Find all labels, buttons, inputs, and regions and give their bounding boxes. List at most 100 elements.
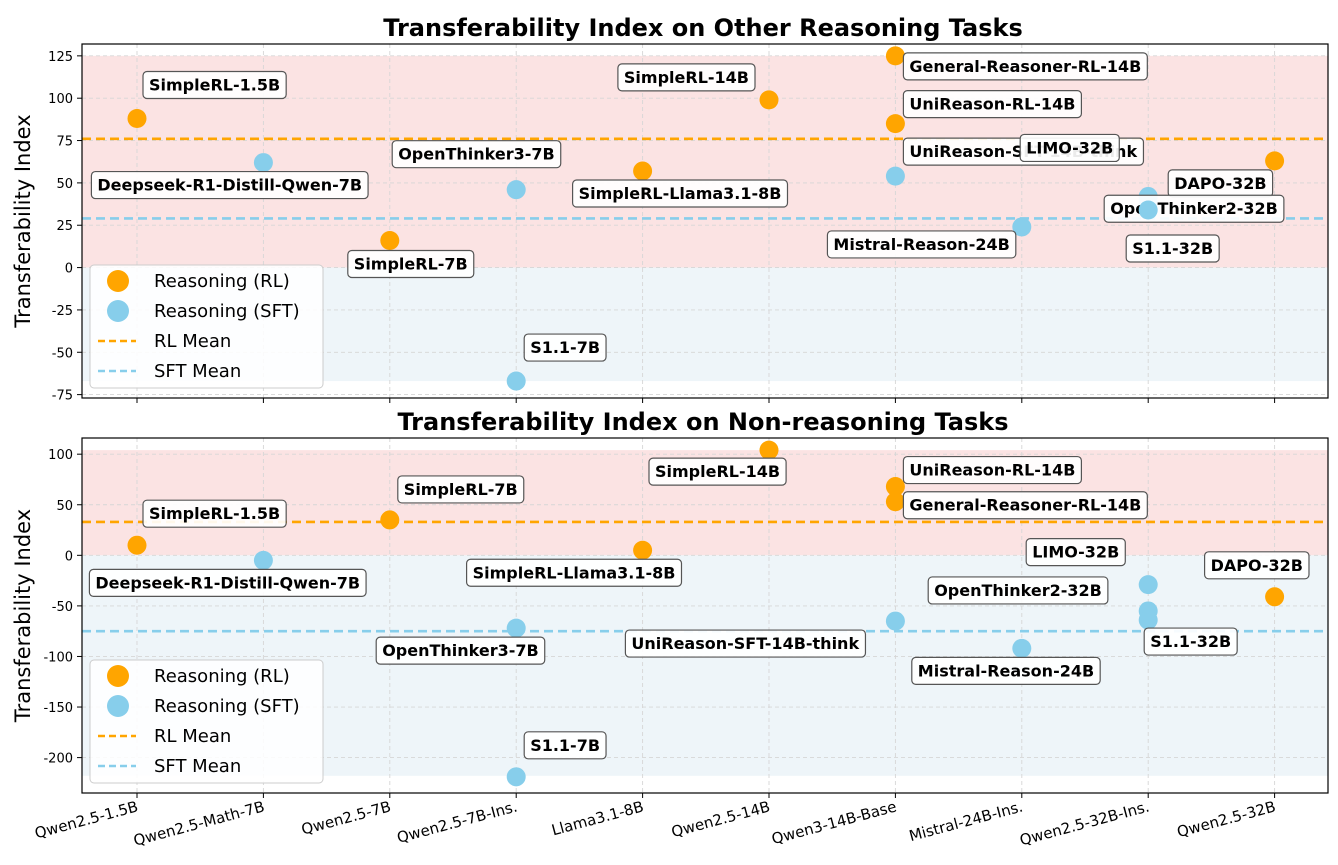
plot-frame	[81, 437, 1329, 794]
rl-point	[633, 161, 653, 181]
point-label-box	[88, 568, 367, 597]
y-axis-label: Transferability Index	[11, 509, 35, 723]
point-label-box	[90, 170, 369, 200]
point-label-box	[648, 457, 787, 486]
point-label: S1.1-32B	[1143, 627, 1238, 656]
point-label-box	[571, 179, 789, 208]
point-label-text: Mistral-Reason-24B	[833, 235, 1009, 254]
point-label-text: S1.1-7B	[530, 338, 600, 357]
sft-point	[1138, 610, 1158, 630]
legend-sft-marker	[107, 300, 129, 322]
x-tick-label: Qwen2.5-7B	[299, 797, 392, 838]
panel-other-reasoning: -75 -50 -25 0 25 50 75 100 125 Transferability In…	[11, 14, 1329, 404]
point-label: OpenThinker3-7B	[391, 140, 562, 169]
point-label: S1.1-32B	[1125, 234, 1220, 263]
sft-point	[253, 550, 273, 570]
point-label-box	[911, 656, 1101, 685]
sft-point	[885, 166, 905, 186]
point-label-text: General-Reasoner-RL-14B	[909, 496, 1141, 515]
rl-point	[380, 510, 400, 530]
y-axis-label: Transferability Index	[11, 114, 35, 328]
point-label-text: S1.1-32B	[1150, 632, 1231, 651]
point-label: SimpleRL-7B	[347, 249, 475, 279]
legend-label: Reasoning (SFT)	[154, 696, 300, 717]
point-label: Mistral-Reason-24B	[826, 230, 1017, 259]
point-label-text: SimpleRL-7B	[404, 480, 518, 499]
rl-point	[759, 90, 779, 110]
sft-point	[1012, 217, 1032, 237]
rl-point	[127, 109, 147, 129]
point-label-text: LIMO-32B	[1032, 543, 1119, 562]
point-label: OpenThinker3-7B	[375, 636, 546, 665]
point-label-box	[397, 475, 525, 504]
rl-point	[885, 477, 905, 497]
point-label-text: UniReason-RL-14B	[909, 461, 1075, 480]
point-label: UniReason-RL-14B	[902, 455, 1083, 485]
y-tick-label: 50	[56, 499, 73, 514]
y-tick-label: 75	[56, 135, 73, 150]
rl-point	[127, 535, 147, 555]
point-label: DAPO-32B	[1203, 551, 1310, 580]
point-label: Deepseek-R1-Distill-Qwen-7B	[90, 170, 369, 200]
point-label-box	[624, 629, 867, 658]
point-label: S1.1-7B	[523, 731, 607, 760]
point-label: SimpleRL-14B	[617, 63, 756, 92]
y-tick-label: 25	[56, 219, 73, 234]
y-tick-label: 0	[65, 262, 73, 277]
point-label-box	[142, 70, 287, 100]
legend-label: SFT Mean	[154, 361, 241, 382]
point-label: OpenThinker2-32B	[1103, 194, 1285, 223]
point-label-box	[466, 558, 683, 587]
point-label-text: SimpleRL-14B	[624, 68, 749, 87]
legend-label: Reasoning (SFT)	[154, 301, 300, 322]
point-label-text: S1.1-32B	[1132, 239, 1213, 258]
point-label-box	[902, 455, 1083, 485]
x-tick-label: Qwen2.5-14B	[669, 797, 772, 841]
rl-point	[759, 440, 779, 460]
point-label: Mistral-Reason-24B	[911, 656, 1101, 685]
point-label-box	[523, 333, 607, 362]
point-label-box	[375, 636, 546, 665]
point-label-box	[1143, 627, 1238, 656]
rl-point	[633, 540, 653, 560]
point-label-box	[1025, 538, 1126, 567]
point-label-text: S1.1-7B	[530, 736, 600, 755]
point-label-text: Mistral-Reason-24B	[918, 661, 1094, 680]
y-tick-label: 100	[48, 92, 73, 107]
point-label-text: UniReason-SFT-14B-think	[631, 634, 859, 653]
sft-point	[1012, 638, 1032, 658]
point-label-box	[391, 140, 562, 169]
rl-point	[885, 492, 905, 512]
point-label: SimpleRL-7B	[397, 475, 525, 504]
point-label-text: SimpleRL-14B	[655, 462, 780, 481]
panel-non-reasoning: -200-150-100-50050100Qwen2.5-1.5BQwen2.5…	[11, 408, 1329, 850]
point-label-text: OpenThinker2-32B	[934, 581, 1102, 600]
point-label: DAPO-32B	[1167, 169, 1274, 198]
point-label-box	[1203, 551, 1310, 580]
y-tick-label: -100	[43, 650, 73, 665]
point-label: SimpleRL-Llama3.1-8B	[466, 558, 683, 587]
point-label-text: LIMO-32B	[1026, 138, 1113, 157]
point-label: UniReason-SFT-14B-think	[624, 629, 867, 658]
point-label: UniReason-RL-14B	[902, 90, 1083, 119]
point-label-text: SimpleRL-1.5B	[149, 76, 280, 95]
point-label-box	[902, 52, 1148, 81]
point-label-text: SimpleRL-Llama3.1-8B	[579, 184, 782, 203]
legend-rl-marker	[107, 665, 129, 687]
legend: Reasoning (RL) Reasoning (SFT) RL Mean SFT …	[89, 659, 324, 784]
plot-frame	[81, 43, 1329, 399]
point-label: SimpleRL-14B	[648, 457, 787, 486]
point-label-box	[347, 249, 475, 279]
point-label-text: Deepseek-R1-Distill-Qwen-7B	[95, 573, 360, 592]
legend-box	[89, 264, 324, 389]
point-label-box	[826, 230, 1017, 259]
point-label-text: UniReason-RL-14B	[909, 95, 1075, 114]
sft-point	[1138, 575, 1158, 595]
y-tick-label: -50	[52, 346, 73, 361]
rl-point	[1265, 587, 1285, 607]
point-label-box	[902, 90, 1083, 119]
point-label: LIMO-32B	[1025, 538, 1126, 567]
point-label-text: SimpleRL-7B	[354, 254, 468, 273]
sft-point	[885, 611, 905, 631]
point-label: SimpleRL-1.5B	[142, 499, 287, 528]
